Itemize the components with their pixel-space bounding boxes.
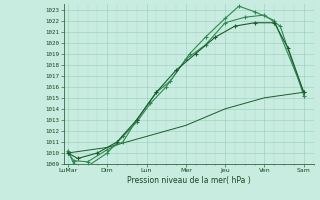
X-axis label: Pression niveau de la mer( hPa ): Pression niveau de la mer( hPa ) xyxy=(127,176,251,185)
